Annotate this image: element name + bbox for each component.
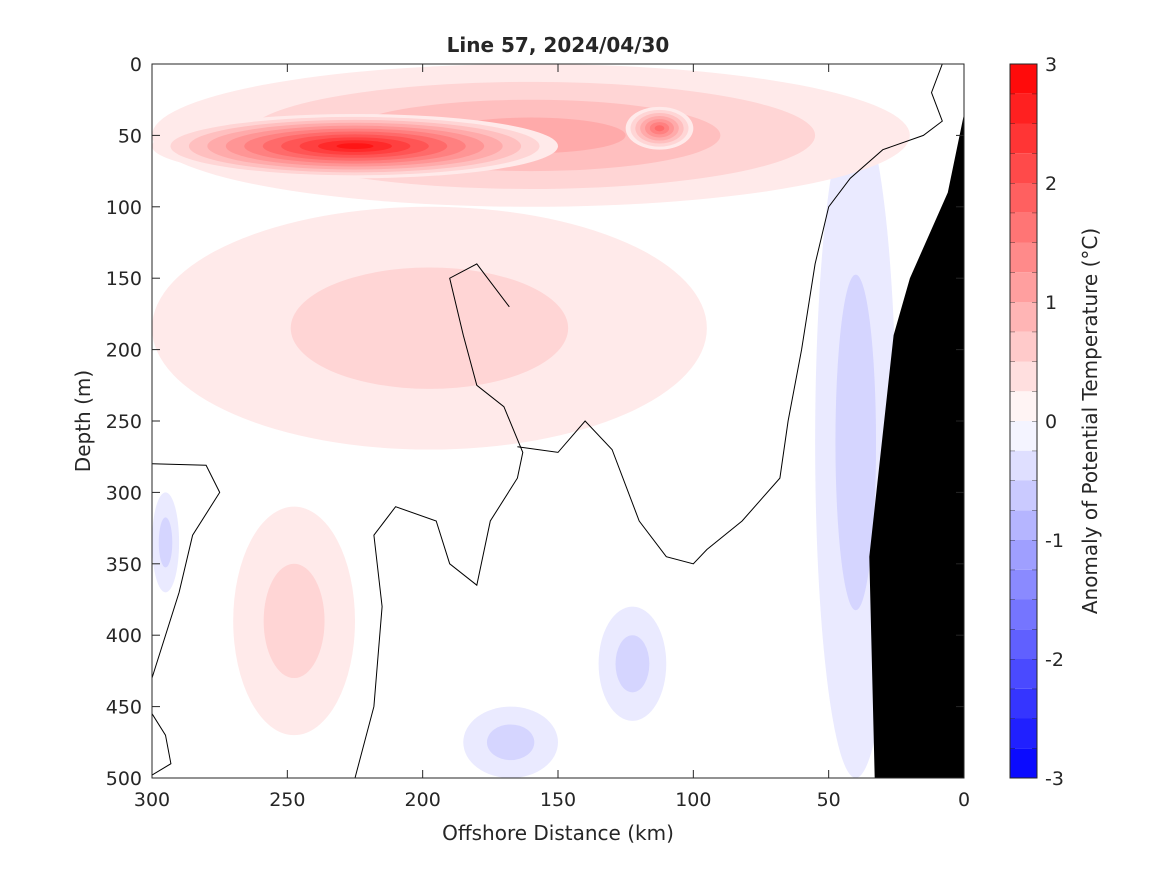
colorbar-swatch	[1010, 212, 1037, 243]
colorbar-swatch	[1010, 123, 1037, 154]
colorbar-swatch	[1010, 331, 1037, 362]
contour-fill	[336, 143, 374, 150]
colorbar-swatch	[1010, 748, 1037, 778]
zero-contour-lines	[152, 64, 943, 778]
y-tick-label: 350	[106, 554, 142, 576]
colorbar-tick-label: 3	[1045, 54, 1057, 76]
x-axis-label: Offshore Distance (km)	[442, 821, 674, 845]
colorbar-tick-label: -3	[1045, 768, 1064, 790]
x-tick-label: 0	[958, 789, 970, 811]
contour-fill	[654, 125, 665, 132]
colorbar-swatch	[1010, 391, 1037, 421]
y-tick-label: 150	[106, 268, 142, 290]
y-tick-label: 400	[106, 625, 142, 647]
zero-contour	[152, 713, 172, 776]
colorbar-swatch	[1010, 153, 1037, 183]
y-axis: 0 50 100 150 200 250 300 350 400 450 500	[106, 54, 964, 790]
y-tick-label: 500	[106, 768, 142, 790]
y-tick-label: 250	[106, 411, 142, 433]
colorbar-tick-label: -1	[1045, 530, 1064, 552]
zero-contour	[152, 463, 221, 679]
colorbar-swatch	[1010, 510, 1037, 540]
colorbar-tick-label: -2	[1045, 649, 1064, 671]
x-tick-label: 200	[405, 789, 441, 811]
contour-fill	[486, 724, 535, 761]
colorbar-swatch	[1010, 93, 1037, 124]
colorbar: 3 2 1 0 -1 -2 -3	[1009, 54, 1064, 790]
land-mask	[869, 114, 964, 778]
plot-area	[152, 64, 964, 778]
colorbar-tick-label: 0	[1045, 411, 1057, 433]
contour-fills	[152, 64, 910, 778]
y-tick-label: 200	[106, 340, 142, 362]
contour-fill	[615, 635, 650, 693]
zero-contour	[354, 263, 524, 778]
y-axis-label: Depth (m)	[71, 370, 95, 472]
colorbar-frame	[1009, 63, 1038, 779]
contour-fill	[158, 517, 173, 568]
colorbar-swatch	[1010, 450, 1037, 481]
colorbar-tick-label: 1	[1045, 292, 1057, 314]
colorbar-swatch	[1010, 540, 1037, 570]
colorbar-swatch	[1010, 183, 1037, 213]
contour-fill	[263, 563, 325, 679]
colorbar-swatch	[1010, 718, 1037, 749]
colorbar-swatch	[1010, 361, 1037, 392]
y-tick-label: 450	[106, 697, 142, 719]
x-tick-label: 250	[269, 789, 305, 811]
colorbar-swatch	[1010, 302, 1037, 332]
colorbar-swatch	[1010, 480, 1037, 511]
colorbar-swatch	[1010, 242, 1037, 273]
contour-fill	[290, 267, 569, 389]
colorbar-swatch	[1010, 421, 1037, 451]
contour-fill	[835, 274, 877, 611]
chart-title: Line 57, 2024/04/30	[447, 33, 670, 57]
x-tick-label: 300	[134, 789, 170, 811]
x-tick-label: 100	[675, 789, 711, 811]
colorbar-label: Anomaly of Potential Temperature (°C)	[1078, 228, 1102, 614]
colorbar-swatch	[1010, 64, 1037, 94]
colorbar-swatch	[1010, 629, 1037, 659]
x-tick-label: 150	[540, 789, 576, 811]
y-tick-label: 0	[130, 54, 142, 76]
colorbar-swatch	[1010, 272, 1037, 302]
colorbar-swatch	[1010, 688, 1037, 719]
x-tick-label: 50	[817, 789, 841, 811]
y-tick-label: 100	[106, 197, 142, 219]
x-axis: 300 250 200 150 100 50 0	[134, 64, 970, 811]
colorbar-swatch	[1010, 599, 1037, 630]
colorbar-swatch	[1010, 569, 1037, 600]
y-tick-label: 300	[106, 482, 142, 504]
zero-contour	[517, 64, 943, 565]
colorbar-tick-label: 2	[1045, 173, 1057, 195]
colorbar-swatch	[1010, 659, 1037, 689]
y-tick-label: 50	[118, 125, 142, 147]
